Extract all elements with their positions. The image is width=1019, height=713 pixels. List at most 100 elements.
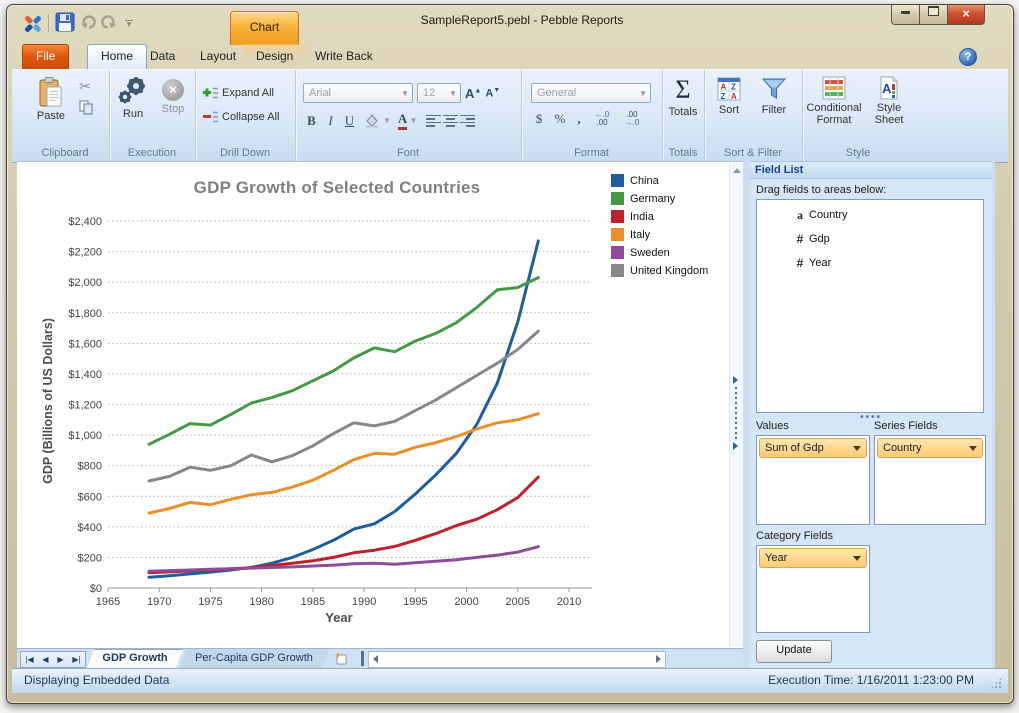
font-color-icon[interactable]: A xyxy=(398,111,407,130)
fill-color-icon[interactable] xyxy=(364,113,381,128)
values-field-dropdown[interactable]: Sum of Gdp xyxy=(759,438,867,458)
stop-button[interactable]: × Stop xyxy=(155,79,191,115)
splitter-grip[interactable] xyxy=(735,387,737,439)
bold-button[interactable]: B xyxy=(303,113,320,129)
font-size-value: 12 xyxy=(423,87,435,99)
x-tick-label: 1995 xyxy=(403,596,427,608)
font-name-combobox[interactable]: Arial▼ xyxy=(303,83,413,103)
field-item-gdp[interactable]: # Gdp xyxy=(757,230,983,248)
expand-all-icon xyxy=(203,86,218,100)
first-sheet-icon[interactable]: |◀ xyxy=(25,655,33,664)
field-name: Gdp xyxy=(809,233,830,245)
cut-icon[interactable]: ✂ xyxy=(79,78,91,95)
app-logo-icon[interactable] xyxy=(22,13,44,35)
svg-text:Z: Z xyxy=(731,83,736,92)
maximize-button[interactable] xyxy=(919,5,948,25)
font-name-value: Arial xyxy=(309,87,331,99)
text-field-icon: a xyxy=(793,208,807,223)
number-format-combobox[interactable]: General▼ xyxy=(531,83,651,103)
chart-legend: ChinaGermanyIndiaItalySwedenUnited Kingd… xyxy=(611,174,708,282)
y-tick-label: $200 xyxy=(78,552,102,564)
run-button[interactable]: Run xyxy=(113,76,153,120)
conditional-format-button[interactable]: Conditional Format xyxy=(804,76,864,126)
field-list-panel: Field List Drag fields to areas below: a… xyxy=(750,161,992,670)
x-tick-label: 1990 xyxy=(352,596,376,608)
shrink-font-icon[interactable]: A▼ xyxy=(485,87,500,100)
totals-button[interactable]: Σ Totals xyxy=(664,76,702,118)
filter-button[interactable]: Filter xyxy=(754,76,794,116)
x-tick-label: 2005 xyxy=(506,596,530,608)
align-left-icon[interactable] xyxy=(426,113,441,129)
svg-text:A: A xyxy=(721,83,727,92)
qat-separator xyxy=(48,14,49,32)
prev-sheet-icon[interactable]: ◀ xyxy=(42,655,48,664)
qat-overflow-icon[interactable]: ▾ xyxy=(123,16,135,28)
grow-font-icon[interactable]: A▲ xyxy=(465,86,481,101)
panel-splitter[interactable] xyxy=(729,374,742,464)
collapse-all-button[interactable]: Collapse All xyxy=(203,110,279,124)
font-color-dropdown-icon[interactable]: ▼ xyxy=(409,116,417,125)
group-label: Format xyxy=(521,147,662,159)
legend-swatch xyxy=(611,228,624,241)
copy-icon[interactable] xyxy=(79,100,94,115)
tab-file[interactable]: File xyxy=(22,44,69,69)
undo-icon[interactable] xyxy=(80,14,97,29)
tab-layout[interactable]: Layout xyxy=(187,44,249,68)
minimize-button[interactable] xyxy=(891,5,920,25)
increase-decimal-icon[interactable]: ←.0 .00 xyxy=(591,111,613,127)
chevron-down-icon xyxy=(969,446,977,451)
fill-color-dropdown-icon[interactable]: ▼ xyxy=(383,116,391,125)
paste-button[interactable]: Paste xyxy=(29,76,73,122)
field-item-year[interactable]: # Year xyxy=(757,254,983,272)
series-field-dropdown[interactable]: Country xyxy=(877,438,983,458)
comma-format-button[interactable]: , xyxy=(575,111,583,127)
sheet-tab-per-capita[interactable]: Per-Capita GDP Growth xyxy=(179,649,329,668)
field-list-box: a Country # Gdp # Year xyxy=(756,199,984,413)
conditional-format-label: Conditional Format xyxy=(806,102,861,126)
redo-icon[interactable] xyxy=(100,14,117,29)
y-tick-label: $600 xyxy=(78,491,102,503)
align-right-icon[interactable] xyxy=(460,113,475,129)
category-field-dropdown[interactable]: Year xyxy=(759,548,867,568)
x-tick-label: 1980 xyxy=(249,596,273,608)
sheet-tab-gdp-growth[interactable]: GDP Growth xyxy=(87,649,183,668)
sort-button[interactable]: A Z Z A Sort xyxy=(710,76,748,116)
legend-label: India xyxy=(630,211,654,223)
chevron-down-icon xyxy=(853,556,861,561)
expand-all-button[interactable]: Expand All xyxy=(203,86,274,100)
style-sheet-button[interactable]: A Style Sheet xyxy=(868,76,910,126)
help-icon[interactable]: ? xyxy=(959,48,977,66)
tab-scroll-splitter[interactable] xyxy=(361,651,364,666)
tab-design[interactable]: Design xyxy=(243,44,306,68)
splitter-collapse-icon[interactable] xyxy=(733,376,738,384)
tab-data[interactable]: Data xyxy=(137,44,188,68)
series-fields-area: Country xyxy=(874,435,986,525)
currency-format-button[interactable]: $ xyxy=(533,111,545,127)
field-item-country[interactable]: a Country xyxy=(757,206,983,224)
y-tick-label: $800 xyxy=(78,461,102,473)
y-tick-label: $1,000 xyxy=(68,430,102,442)
group-label: Style xyxy=(802,147,914,159)
contextual-tab-chart[interactable]: Chart xyxy=(230,11,299,45)
horizontal-scrollbar[interactable] xyxy=(368,651,666,668)
resize-grip-icon[interactable] xyxy=(990,677,1002,689)
tab-write-back[interactable]: Write Back xyxy=(302,44,386,68)
underline-button[interactable]: U xyxy=(341,113,358,129)
percent-format-button[interactable]: % xyxy=(553,111,567,127)
splitter-collapse-icon[interactable] xyxy=(733,442,738,450)
font-size-combobox[interactable]: 12▼ xyxy=(417,83,461,103)
next-sheet-icon[interactable]: ▶ xyxy=(57,655,63,664)
last-sheet-icon[interactable]: ▶| xyxy=(72,655,80,664)
italic-button[interactable]: I xyxy=(322,113,339,129)
update-button[interactable]: Update xyxy=(756,640,832,663)
decrease-decimal-icon[interactable]: .00 →.0 xyxy=(621,111,643,127)
scroll-right-icon[interactable] xyxy=(656,655,661,663)
scroll-left-icon[interactable] xyxy=(373,655,378,663)
x-tick-label: 1985 xyxy=(301,596,325,608)
paste-label: Paste xyxy=(37,110,65,122)
align-center-icon[interactable] xyxy=(443,113,458,129)
close-button[interactable]: × xyxy=(947,5,985,25)
scroll-up-icon[interactable] xyxy=(733,168,741,173)
save-icon[interactable] xyxy=(54,12,76,32)
new-sheet-button[interactable] xyxy=(325,649,357,668)
